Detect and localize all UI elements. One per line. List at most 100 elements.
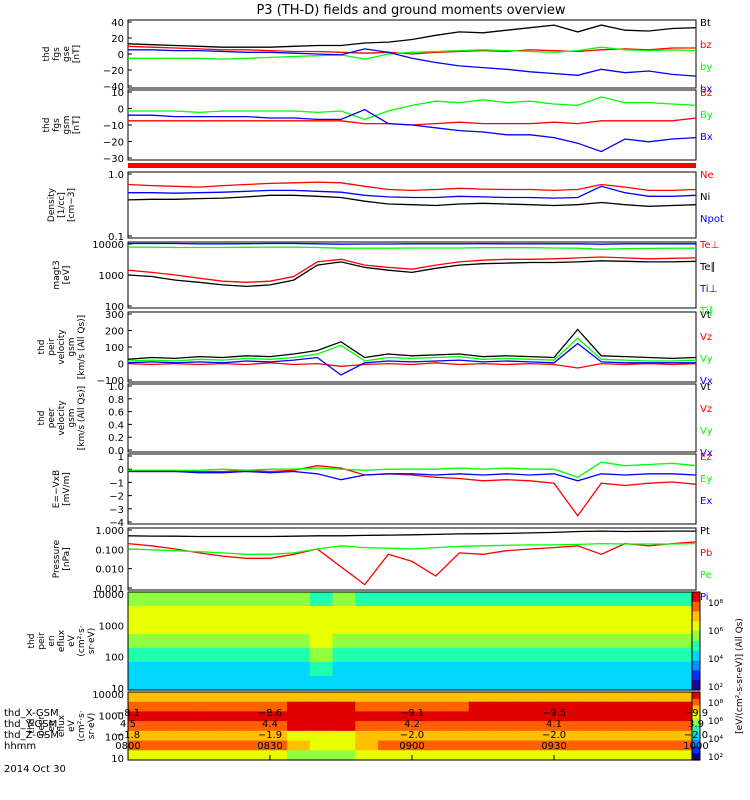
panel-8-cell [377,634,402,649]
panel-8-cell [128,634,152,649]
panel-7-legend-2: Pe [700,570,712,581]
panel-6-ytick-label: −2 [109,492,124,503]
panel-9-cell [605,730,629,742]
panel-8-ylabel-line: eV [67,634,77,647]
colorbar-1-tick: 10² [708,753,723,763]
panel-8-cell [559,676,583,691]
panel-4-ylabel-line: thd [37,340,47,355]
panel-1-series-Bx [128,108,697,153]
panel-0-ylabel-line: thd [42,47,52,62]
panel-2-ylabel-line: Density [47,187,57,222]
panel-5-ytick-label: 0.6 [108,408,124,419]
panel-9-cell [309,740,334,751]
panel-2-series-Ni [127,194,697,207]
panel-9-cell [536,701,561,713]
panel-9-cell [173,692,197,703]
panel-3-legend-0: Te⊥ [699,240,719,251]
panel-3-frame [127,241,697,309]
xaxis-row-label: thd_Y-GSM [4,719,57,730]
panel-5-legend-2: Vy [700,426,713,437]
panel-9-cell [423,701,447,713]
panel-8-cell [128,606,152,621]
panel-5-ylabel-line: [km/s (All Qs)] [77,386,87,450]
panel-8-cell [468,620,493,635]
panel-8-cell [650,592,674,607]
panel-9-cell [355,692,379,703]
panel-9-cell [150,730,175,742]
panel-9-cell [650,711,674,722]
panel-9-cell [673,730,697,742]
panel-9-cell [423,750,447,761]
panel-8-cell [377,676,402,691]
panel-9-cell [650,692,674,703]
panel-8-cell [514,648,538,663]
panel-5-ylabel-line: thd [37,411,47,426]
panel-9-cell [196,692,220,703]
colorbar-1-cell [692,705,700,710]
panel-9-ytick-label: 1000 [99,711,124,722]
panel-9-cell [309,701,334,713]
panel-9-cell [400,730,424,742]
panel-0-ylabel-line: gse [62,46,72,62]
panel-8-cell [196,648,220,663]
panel-1-ytick-label: −10 [103,121,124,132]
panel-5-legend-1: Vz [700,404,712,415]
panel-9-cell [605,750,629,761]
panel-4-series-Vt [127,328,697,360]
panel-9-cell [150,721,175,732]
panel-8-cell [468,592,493,607]
panel-8-cell [536,620,561,635]
panel-9-cell [264,740,288,751]
panel-8-cell [264,676,288,691]
panel-9-cell [241,750,265,761]
panel-9-cell [218,730,243,742]
panel-8-cell [355,634,379,649]
panel-9-cell [673,721,697,732]
panel-9-cell [196,701,220,713]
panel-9-cell [627,740,652,751]
panel-9-cell [605,692,629,703]
panel-8-cell [196,606,220,621]
panel-9-cell [196,750,220,761]
colorbar-0-cell [692,606,700,613]
panel-8-cell [423,648,447,663]
panel-8-cell [627,634,652,649]
panel-4-ytick-label: 100 [105,343,124,354]
colorbar-1-cell [692,695,700,700]
colorbar-0-cell [692,596,700,603]
panel-8-cell [491,676,515,691]
panel-9-cell [332,730,356,742]
panel-8-cell [536,606,561,621]
panel-2-series-Ne [127,181,697,192]
panel-9-cell [196,721,220,732]
panel-8-cell [650,606,674,621]
panel-9-cell [173,721,197,732]
panel-8-cell [173,634,197,649]
panel-7-ytick-label: 1.000 [95,526,124,537]
panel-2-legend-2: Npot [700,214,724,225]
panel-8-ytick-label: 10000 [92,590,124,601]
panel-9-cell [309,750,334,761]
panel-8-cell [287,634,311,649]
panel-4-series-Vy [127,337,697,362]
panel-9-cell [605,740,629,751]
panel-6-series-Ey [128,461,697,479]
panel-9-cell [218,750,243,761]
panel-8-cell [196,634,220,649]
colorbar-0-frame [691,591,701,691]
panel-8-cell [400,648,424,663]
panel-9-ylabel-line: eflux [57,714,67,737]
plot-title: P3 (TH-D) fields and ground moments over… [256,3,565,18]
panel-7-series-Pe [127,542,697,555]
panel-8-cell [650,662,674,677]
panel-9-cell [491,701,515,713]
panel-8-cell [400,606,424,621]
panel-8-cell [264,606,288,621]
panel-8-ytick-label: 10 [111,684,124,695]
panel-9-cell [287,701,311,713]
panel-9-ylabel-line: (cm²·s· [77,710,87,741]
panel-9-cell [355,730,379,742]
colorbar-0-tick: 10⁸ [708,599,723,609]
panel-5-ylabel-line: velocity [57,400,67,436]
panel-9-cell [536,740,561,751]
